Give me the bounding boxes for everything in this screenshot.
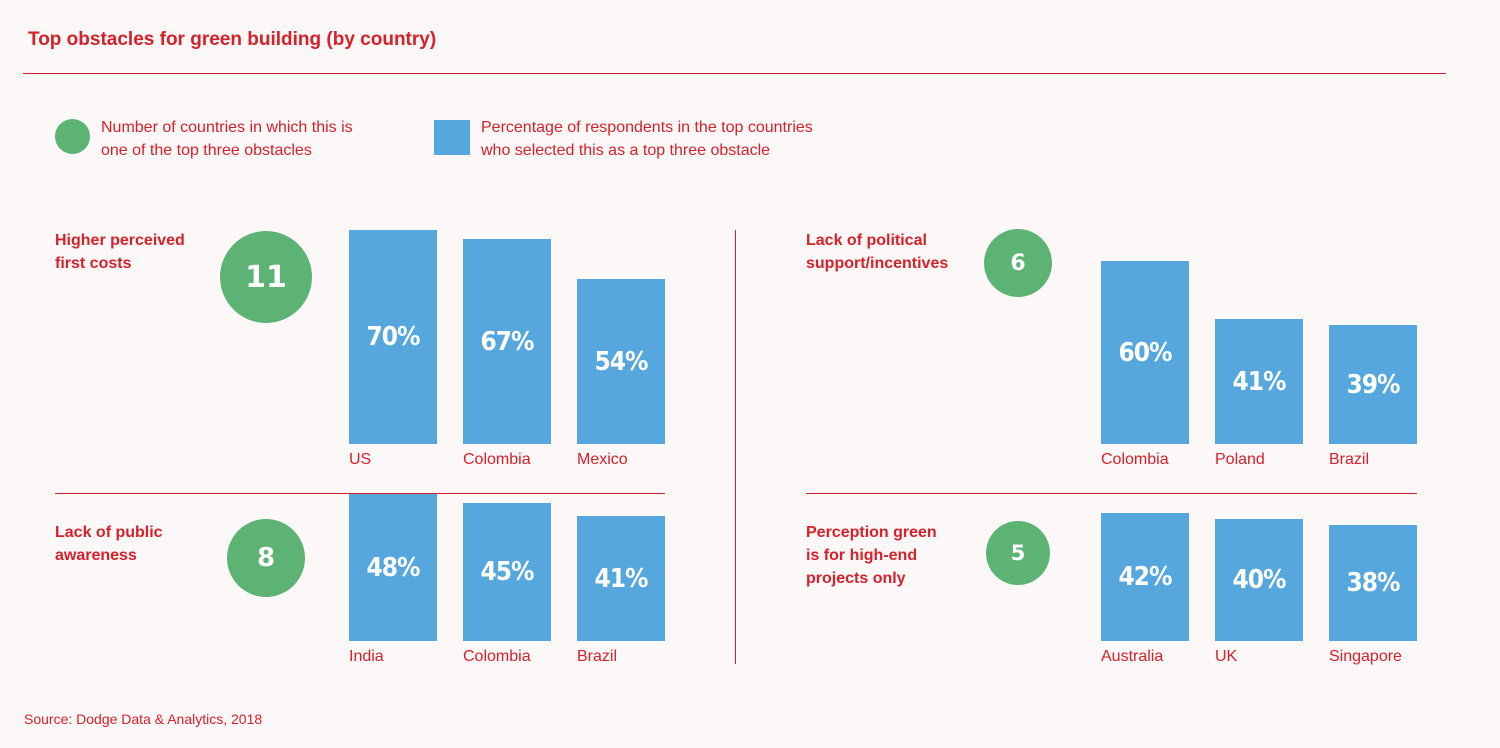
bar-value-label: 54% xyxy=(594,346,649,377)
legend-circle-swatch xyxy=(55,119,90,154)
bar-category-label: Brazil xyxy=(1329,451,1370,468)
bar-value-label: 42% xyxy=(1118,562,1173,592)
obstacle-label-line: Lack of political xyxy=(806,232,927,249)
bar-category-label: Colombia xyxy=(463,451,531,468)
obstacle-label-line: support/incentives xyxy=(806,255,949,272)
bar-category-label: Colombia xyxy=(463,648,531,665)
obstacle-label-line: is for high-end xyxy=(806,547,918,564)
bar: 39% xyxy=(1329,325,1417,444)
bar: 41% xyxy=(1215,319,1303,444)
bar: 45% xyxy=(463,503,551,641)
panel-divider xyxy=(55,493,665,494)
bar-category-label: India xyxy=(349,648,384,665)
panel-divider xyxy=(806,493,1417,494)
obstacle-label-line: awareness xyxy=(55,547,137,564)
obstacle-label: Higher perceived first costs xyxy=(55,229,225,275)
center-divider xyxy=(735,230,736,664)
bar-value-label: 41% xyxy=(594,563,649,594)
bar: 70% xyxy=(349,230,437,444)
chart-title: Top obstacles for green building (by cou… xyxy=(28,29,437,50)
legend-bar-swatch xyxy=(434,120,470,155)
bar-category-label: UK xyxy=(1215,648,1238,665)
bar-category-label: Brazil xyxy=(577,648,618,665)
legend-count-line1: Number of countries in which this is xyxy=(101,119,353,136)
bar-value-label: 70% xyxy=(366,322,421,352)
bar-category-label: US xyxy=(349,451,372,468)
bar-value-label: 40% xyxy=(1232,565,1287,595)
bar: 48% xyxy=(349,494,437,641)
legend-percentage-text: Percentage of respondents in the top cou… xyxy=(481,116,813,162)
bar-value-label: 41% xyxy=(1232,366,1287,397)
bar-category-label: Australia xyxy=(1101,648,1164,665)
legend-count-text: Number of countries in which this is one… xyxy=(101,116,353,162)
bar-value-label: 67% xyxy=(480,326,535,357)
bar: 67% xyxy=(463,239,551,444)
bar: 38% xyxy=(1329,525,1417,641)
obstacle-label: Lack of political support/incentives xyxy=(806,229,976,275)
obstacle-label-line: projects only xyxy=(806,570,906,587)
bar-category-label: Poland xyxy=(1215,451,1265,468)
bar-category-label: Singapore xyxy=(1329,648,1402,665)
bar: 40% xyxy=(1215,519,1303,641)
country-count-circle: 5 xyxy=(986,521,1050,585)
legend-pct-line2: who selected this as a top three obstacl… xyxy=(481,142,771,159)
country-count-circle: 6 xyxy=(984,229,1052,297)
bar-value-label: 38% xyxy=(1346,568,1401,598)
obstacle-label-line: Lack of public xyxy=(55,524,163,541)
bar-value-label: 45% xyxy=(480,557,535,587)
bar: 54% xyxy=(577,279,665,444)
bar-category-label: Mexico xyxy=(577,451,628,468)
source-note: Source: Dodge Data & Analytics, 2018 xyxy=(24,711,263,727)
bar-value-label: 60% xyxy=(1118,337,1173,368)
title-divider xyxy=(23,73,1446,74)
bar: 41% xyxy=(577,516,665,641)
obstacle-label: Lack of public awareness xyxy=(55,521,225,567)
bar-value-label: 39% xyxy=(1346,369,1401,400)
country-count-circle: 11 xyxy=(220,231,312,323)
bar: 60% xyxy=(1101,261,1189,444)
obstacle-label-line: first costs xyxy=(55,255,132,272)
bar: 42% xyxy=(1101,513,1189,641)
legend-count-line2: one of the top three obstacles xyxy=(101,142,312,159)
country-count-circle: 8 xyxy=(227,519,305,597)
obstacle-label-line: Higher perceived xyxy=(55,232,185,249)
bar-value-label: 48% xyxy=(366,552,421,583)
legend-pct-line1: Percentage of respondents in the top cou… xyxy=(481,119,813,136)
obstacle-label-line: Perception green xyxy=(806,524,937,541)
bar-category-label: Colombia xyxy=(1101,451,1169,468)
obstacle-label: Perception green is for high-end projects … xyxy=(806,521,976,590)
